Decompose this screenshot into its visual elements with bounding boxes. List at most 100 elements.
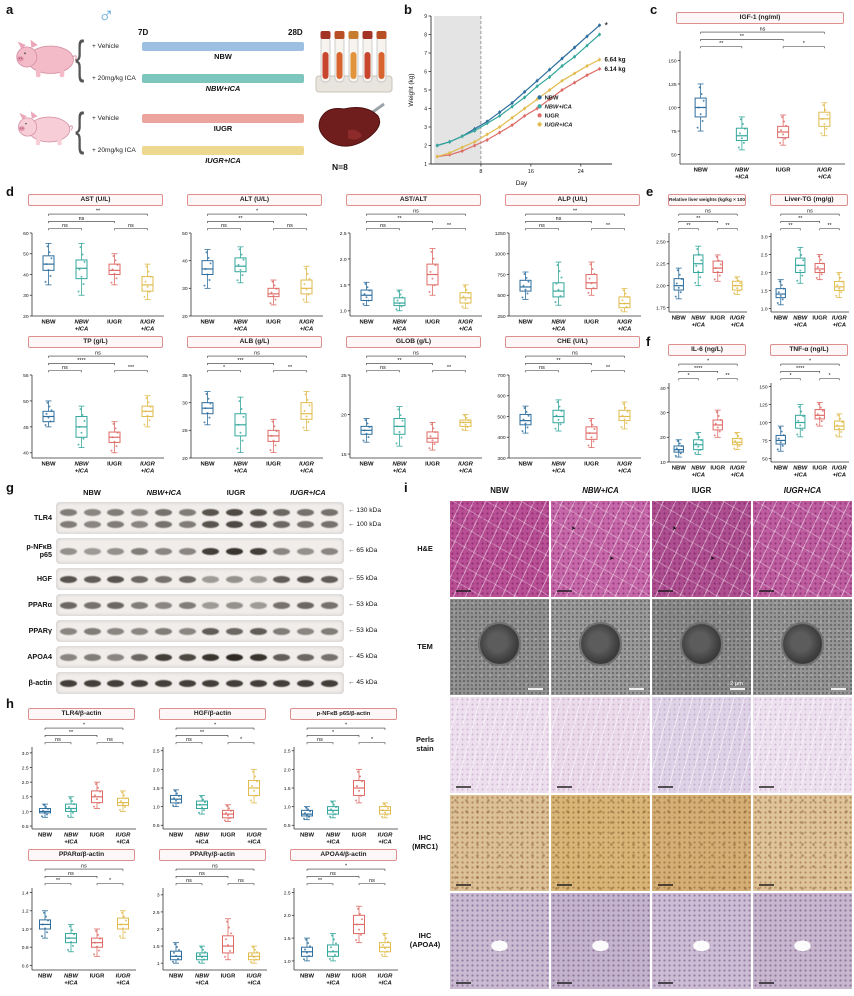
chart-title-il6: IL-6 (ng/L) <box>668 344 746 356</box>
panel-f-cytokine-boxplots: IL-6 (ng/L) 10 20 30 40 * ** **** * NBW NBW +ICA IUG… <box>648 344 852 482</box>
svg-text:**: ** <box>696 216 701 222</box>
timeline-bar-IUGR <box>142 114 304 123</box>
svg-text:IUGR: IUGR <box>425 462 440 468</box>
svg-text:8: 8 <box>479 169 482 175</box>
chart-title-ast: AST (U/L) <box>28 194 163 206</box>
histology-col-header: IUGR+ICA <box>783 486 822 495</box>
svg-text:IUGR: IUGR <box>458 462 473 468</box>
svg-text:0.5: 0.5 <box>284 823 291 829</box>
boxplot-ppara: PPARα/β-actin 0.6 0.8 1.0 1.2 1.4 ** * ns ns NBW NB… <box>8 849 139 990</box>
blot-band <box>249 509 267 516</box>
blot-band <box>202 679 220 687</box>
svg-text:IUGR: IUGR <box>832 316 847 322</box>
boxplot-che: CHE (U/L) 300 400 500 600 700 ns ** ** ns NBW NBW +I… <box>485 336 644 478</box>
chart-title-che: CHE (U/L) <box>505 336 640 348</box>
blot-band <box>320 601 338 609</box>
svg-text:IUGR: IUGR <box>425 320 440 326</box>
svg-text:**: ** <box>238 216 243 222</box>
blot-group-header: NBW <box>83 488 101 497</box>
panel-label-g: g <box>6 480 14 495</box>
boxplot-il6: IL-6 (ng/L) 10 20 30 40 * ** **** * NBW NBW +ICA IUG… <box>648 344 750 482</box>
svg-text:*: * <box>240 737 243 743</box>
blot-band <box>273 509 291 516</box>
blot-band <box>178 653 196 661</box>
svg-text:*: * <box>256 209 259 215</box>
svg-text:NBW: NBW <box>326 974 341 980</box>
svg-text:+ICA: +ICA <box>300 468 314 474</box>
boxplot-rlw: Relative liver weights (kg/kg × 100%) 1.7… <box>648 194 750 332</box>
blot-band <box>83 679 101 687</box>
svg-text:+ICA: +ICA <box>247 839 261 845</box>
svg-text:IUGR: IUGR <box>584 320 599 326</box>
boxplot-alt: ALT (U/L) 20 30 40 50 ns ns ** * NBW NBW +ICA IUGR IU… <box>167 194 326 336</box>
blot-band <box>154 627 172 635</box>
blot-band <box>107 575 125 583</box>
blot-protein-label: PPARγ <box>28 626 52 636</box>
timeline-start-label: 7D <box>138 28 149 37</box>
svg-text:+ICA: +ICA <box>459 468 473 474</box>
svg-text:NBW: NBW <box>74 462 89 468</box>
chart-title-alt: ALT (U/L) <box>187 194 322 206</box>
svg-text:1.5: 1.5 <box>340 283 347 289</box>
histology-image-he-col2: ➤ ➤ <box>652 501 751 597</box>
group-name-IUGR: IUGR <box>213 124 233 133</box>
svg-text:**: ** <box>397 358 402 364</box>
histology-image-tem-col3 <box>753 599 852 695</box>
svg-text:45: 45 <box>23 425 29 431</box>
timeline-bar-NBW <box>142 42 304 51</box>
liver-illustration <box>314 100 388 165</box>
blot-band <box>320 627 338 635</box>
svg-text:ns: ns <box>413 351 419 357</box>
svg-text:**: ** <box>288 365 293 371</box>
blot-band <box>225 575 243 583</box>
blot-band <box>131 521 149 528</box>
svg-text:+ICA: +ICA <box>730 322 744 328</box>
svg-text:+ICA: +ICA <box>195 980 209 986</box>
svg-text:600: 600 <box>497 394 505 400</box>
svg-text:NBW: NBW <box>518 320 533 326</box>
svg-text:1.0: 1.0 <box>22 927 29 933</box>
histology-col-header: NBW <box>490 486 509 495</box>
svg-text:60: 60 <box>23 231 29 237</box>
svg-text:NBW: NBW <box>195 833 210 839</box>
svg-text:IUGR: IUGR <box>378 974 393 980</box>
svg-text:2.0: 2.0 <box>22 780 29 786</box>
blot-band <box>178 547 196 555</box>
blot-band <box>154 521 172 528</box>
svg-text:+ICA: +ICA <box>116 839 130 845</box>
svg-text:+ICA: +ICA <box>618 468 632 474</box>
svg-text:1.0: 1.0 <box>284 805 291 811</box>
svg-text:**: ** <box>719 41 724 47</box>
svg-text:NBW: NBW <box>518 462 533 468</box>
blot-band <box>131 653 149 661</box>
svg-text:1.0: 1.0 <box>153 805 160 811</box>
male-symbol-icon: ♂ <box>98 2 115 27</box>
svg-text:1.0: 1.0 <box>761 306 768 312</box>
blot-protein-label: APOA4 <box>27 652 52 662</box>
svg-text:8: 8 <box>424 32 427 38</box>
svg-text:NBW: NBW <box>735 168 750 174</box>
blot-band <box>225 601 243 609</box>
histology-image-ihc2-col1 <box>551 893 650 989</box>
svg-text:25: 25 <box>182 428 188 434</box>
blot-band <box>131 601 149 609</box>
blot-band <box>297 575 314 583</box>
histology-image-perls-col2 <box>652 697 751 793</box>
chart-title-apoa4: APOA4/β-actin <box>290 849 397 861</box>
svg-text:150: 150 <box>759 384 767 390</box>
svg-text:**: ** <box>788 223 793 229</box>
svg-text:+ICA: +ICA <box>393 326 407 332</box>
blot-band <box>60 601 77 609</box>
svg-text:IUGR: IUGR <box>584 462 599 468</box>
chart-title-tnfa: TNF-α (ng/L) <box>770 344 848 356</box>
svg-text:20: 20 <box>23 314 29 320</box>
blot-protein-label: p-NFκB p65 <box>26 542 52 559</box>
chart-title-alb: ALB (g/L) <box>187 336 322 348</box>
group-name-NBW+ICA: NBW+ICA <box>205 84 241 93</box>
svg-text:24: 24 <box>578 169 584 175</box>
